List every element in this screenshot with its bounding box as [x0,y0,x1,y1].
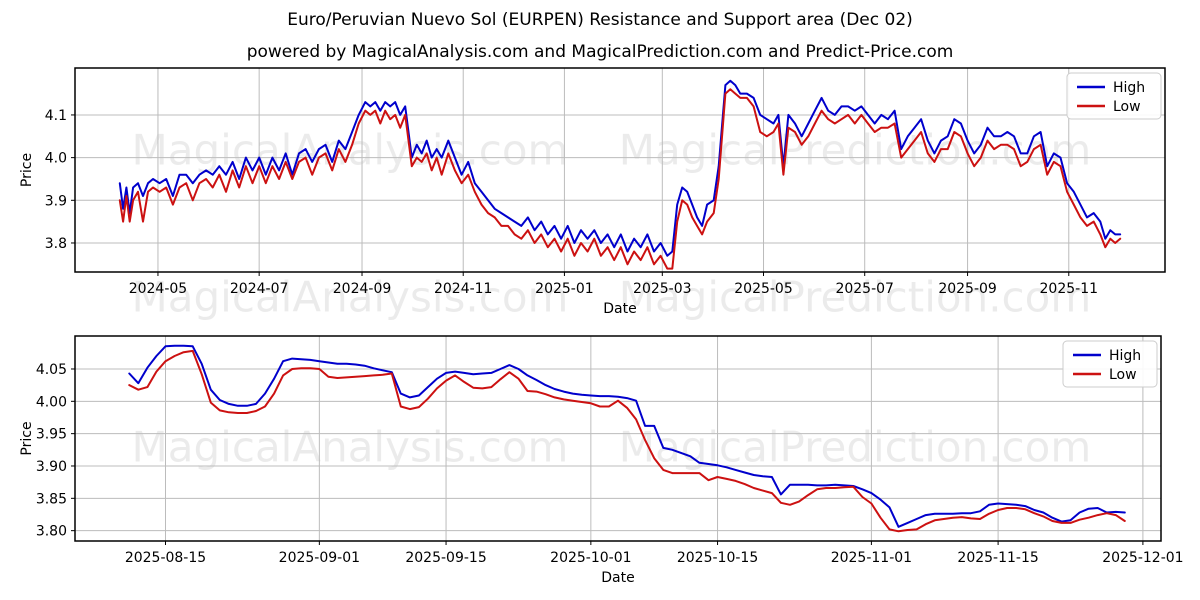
gridlines [75,68,1165,272]
y-tick-label: 3.90 [36,459,67,475]
x-tick-label: 2025-11-01 [831,550,912,566]
x-tick-label: 2025-10-01 [550,550,631,566]
series-high-line [128,344,1126,528]
x-tick-label: 2024-07 [230,281,289,297]
x-tick-label: 2025-09-01 [279,550,360,566]
x-tick-label: 2025-01 [535,281,594,297]
x-tick-label: 2025-09-15 [405,550,486,566]
x-tick-label: 2024-05 [129,281,188,297]
y-tick-label: 3.85 [36,491,67,507]
legend-label: Low [1113,99,1141,115]
x-axis-label: Date [601,570,634,586]
series-high-line [118,79,1122,257]
y-tick-label: 4.05 [36,362,67,378]
x-tick-label: 2025-05 [734,281,793,297]
y-axis-label: Price [19,421,35,455]
legend-label: Low [1109,367,1137,383]
x-tick-label: 2025-12-01 [1102,550,1183,566]
x-tick-label: 2025-09 [938,281,997,297]
legend-label: High [1109,348,1141,364]
series-low-line [128,349,1126,533]
x-tick-label: 2025-08-15 [125,550,206,566]
x-tick-label: 2024-11 [434,281,493,297]
x-tick-label: 2025-03 [633,281,692,297]
bottom-chart: 2025-08-15 2025-09-01 2025-09-15 2025-10-01… [19,335,1184,586]
x-tick-label: 2025-11-15 [957,550,1038,566]
axis-ticks: 2024-05 2024-07 2024-09 2024-11 2025-01 2025-… [45,108,1098,297]
series-low-line [118,88,1122,270]
legend: High Low [1062,340,1158,388]
y-tick-label: 4.0 [45,151,67,167]
top-chart: 2024-05 2024-07 2024-09 2024-11 2025-01 2025-… [19,67,1166,317]
y-tick-label: 4.00 [36,394,67,410]
plot-frame [74,335,1162,542]
y-tick-label: 4.1 [45,108,67,124]
plot-frame [74,67,1166,273]
axis-ticks: 2025-08-15 2025-09-01 2025-09-15 2025-10-01… [36,362,1184,566]
y-axis-label: Price [19,153,35,187]
y-tick-label: 3.80 [36,524,67,540]
x-tick-label: 2025-11 [1040,281,1099,297]
x-tick-label: 2024-09 [333,281,392,297]
figure-subtitle: powered by MagicalAnalysis.com and Magic… [246,42,954,62]
x-tick-label: 2025-10-15 [677,550,758,566]
x-axis-label: Date [603,301,636,317]
y-tick-label: 3.95 [36,427,67,443]
x-tick-label: 2025-07 [835,281,894,297]
legend: High Low [1066,72,1162,120]
legend-label: High [1113,80,1145,96]
y-tick-label: 3.8 [45,236,67,252]
figure-title: Euro/Peruvian Nuevo Sol (EURPEN) Resista… [287,10,913,30]
y-tick-label: 3.9 [45,193,67,209]
